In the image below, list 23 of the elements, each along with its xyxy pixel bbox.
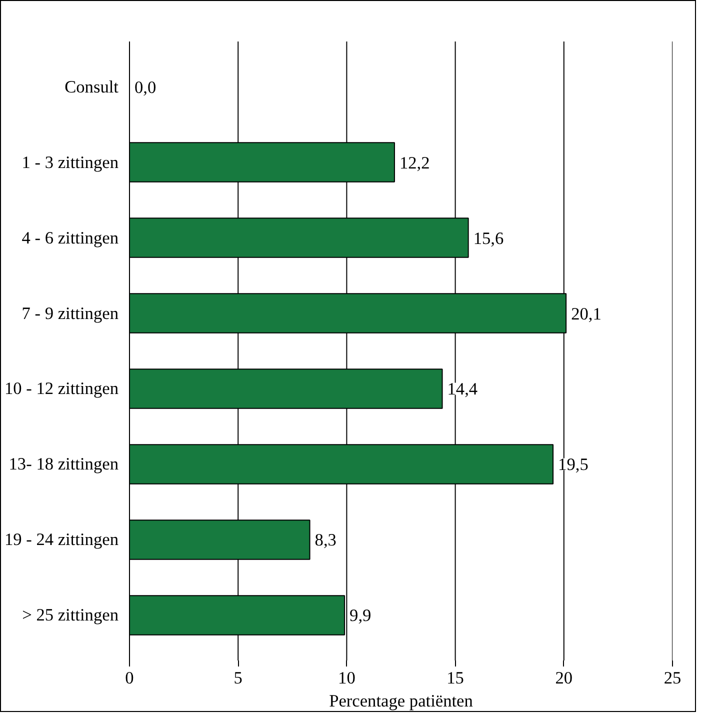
y-tick-label: 1 - 3 zittingen bbox=[22, 152, 119, 172]
data-label: 19,5 bbox=[558, 455, 588, 474]
x-tick-label: 0 bbox=[125, 668, 134, 688]
x-tick-label: 5 bbox=[234, 668, 242, 688]
x-tick-label: 15 bbox=[446, 668, 464, 688]
y-tick-label: 13- 18 zittingen bbox=[8, 454, 119, 474]
y-tick-label: > 25 zittingen bbox=[22, 606, 119, 625]
y-tick-label: 19 - 24 zittingen bbox=[4, 530, 119, 550]
data-label: 12,2 bbox=[399, 153, 430, 172]
data-label: 15,6 bbox=[473, 228, 504, 248]
y-tick-label: 10 - 12 zittingen bbox=[4, 379, 119, 398]
data-label: 8,3 bbox=[314, 530, 336, 550]
y-tick-label: 4 - 6 zittingen bbox=[22, 228, 119, 248]
x-tick-label: 10 bbox=[338, 668, 356, 688]
data-label: 20,1 bbox=[571, 304, 602, 324]
data-label: 14,4 bbox=[447, 380, 478, 399]
data-label: 9,9 bbox=[350, 606, 372, 626]
y-tick-label: 7 - 9 zittingen bbox=[22, 304, 119, 323]
x-tick-label: 25 bbox=[664, 668, 682, 688]
data-label: 0,0 bbox=[134, 78, 156, 97]
y-tick-label: Consult bbox=[64, 77, 119, 96]
x-axis-title: Percentage patiënten bbox=[329, 692, 474, 710]
x-tick-label: 20 bbox=[555, 668, 573, 688]
